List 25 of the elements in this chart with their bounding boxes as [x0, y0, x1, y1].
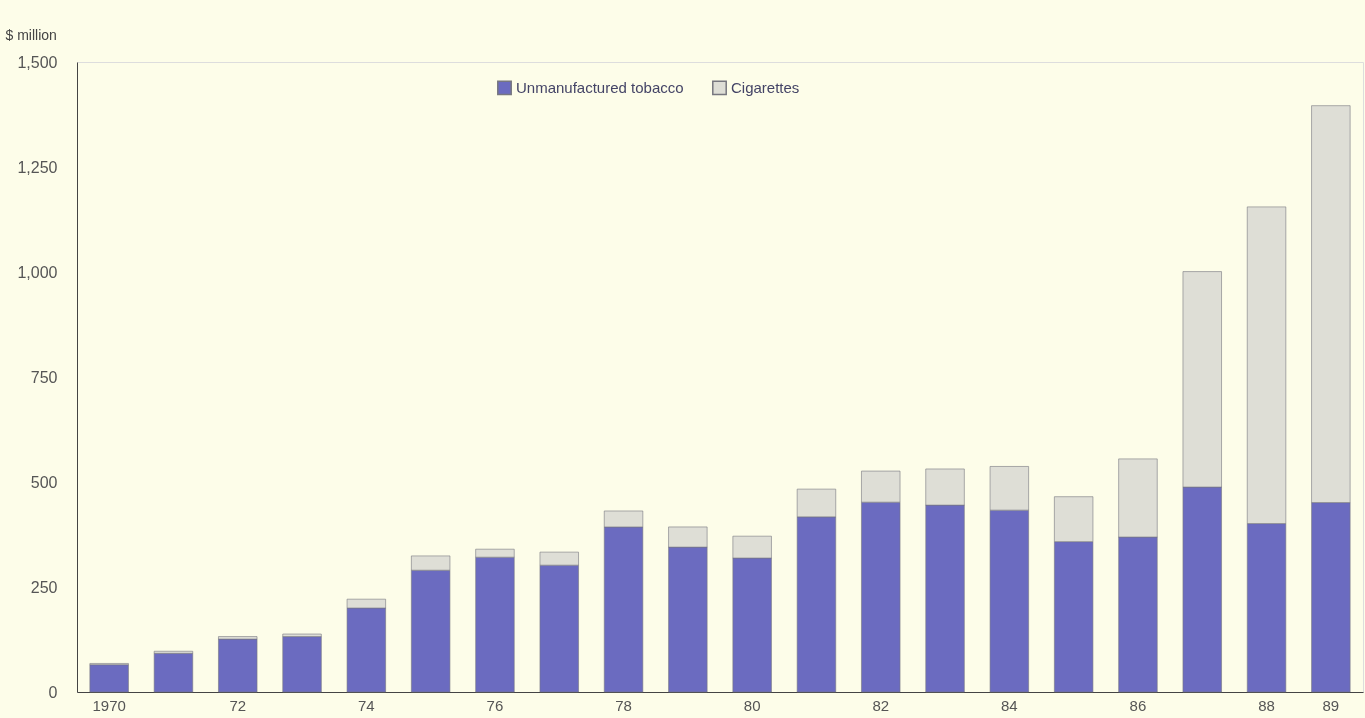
- x-tick-label: 82: [872, 696, 890, 714]
- y-tick-label: 500: [30, 473, 58, 491]
- bar: [218, 638, 258, 693]
- legend-label: Unmanufactured tobacco: [516, 78, 684, 96]
- x-tick-label: 76: [486, 696, 504, 714]
- x-tick-label: 78: [615, 696, 632, 714]
- bar: [89, 664, 129, 693]
- y-tick-label: 1,500: [17, 53, 58, 71]
- x-tick-label: 86: [1129, 696, 1147, 714]
- x-tick-label: 74: [358, 696, 375, 714]
- y-axis-title: $ million: [5, 26, 57, 43]
- y-tick-label: 1,000: [17, 263, 58, 281]
- x-tick-label: 80: [743, 696, 761, 714]
- y-tick-label: 0: [48, 683, 58, 701]
- x-tick-label: 84: [1001, 696, 1018, 714]
- x-tick-label: 72: [229, 696, 247, 714]
- x-tick-label: 1970: [92, 696, 126, 714]
- bar: [282, 636, 322, 693]
- y-tick-label: 750: [30, 368, 58, 386]
- y-tick-label: 1,250: [17, 158, 58, 176]
- x-tick-label: 88: [1258, 696, 1275, 714]
- x-tick-label: 89: [1322, 696, 1340, 714]
- legend-label: Cigarettes: [731, 78, 800, 96]
- bar: [153, 653, 194, 693]
- y-tick-label: 250: [30, 578, 58, 596]
